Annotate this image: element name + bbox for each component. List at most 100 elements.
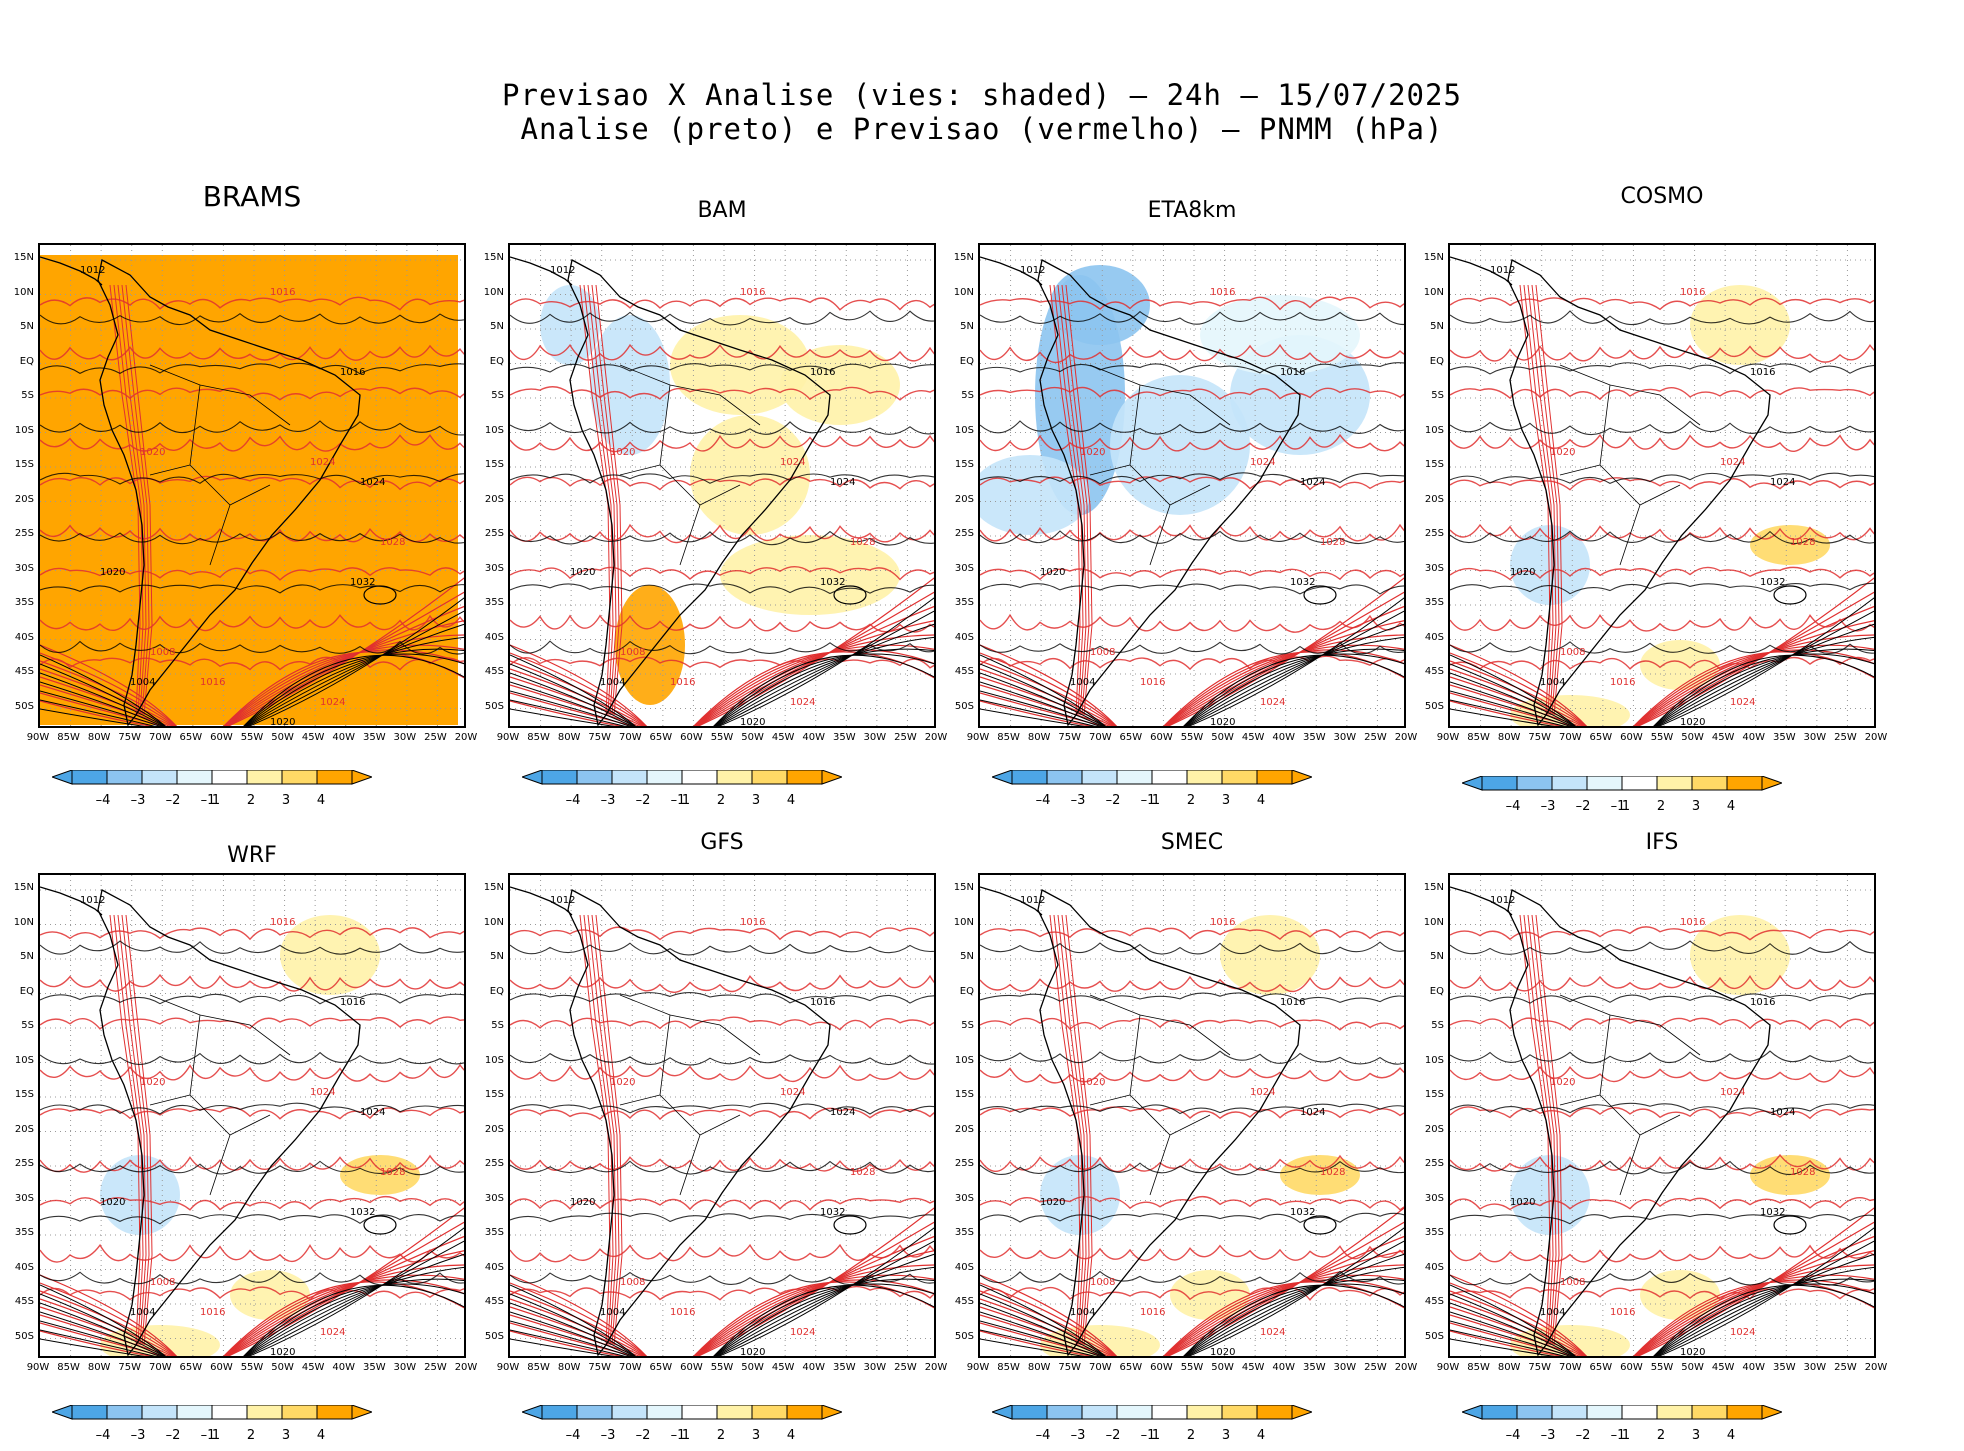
lon-label: 30W (1803, 1362, 1827, 1373)
high-pressure-closed-isobar (1773, 1215, 1807, 1235)
coastlines (980, 256, 1301, 726)
lat-label: 15S (954, 1089, 974, 1100)
lat-label: 15S (484, 459, 504, 470)
lat-label: 15S (14, 1089, 34, 1100)
lat-label: 25S (14, 528, 34, 539)
lon-label: 50W (271, 732, 294, 743)
contour-label: 1024 (1250, 1087, 1275, 1098)
colorbar-label: 2 (1657, 799, 1665, 814)
lat-label: 40S (954, 631, 974, 643)
colorbar-label: –2 (1576, 799, 1591, 814)
lat-label: 40S (484, 631, 504, 643)
lat-label: 10N (1423, 286, 1444, 298)
lon-label: 85W (527, 732, 550, 743)
colorbar-segment (176, 770, 213, 785)
lon-label: 55W (710, 1362, 734, 1373)
lon-label: 80W (1027, 1362, 1051, 1373)
contour-labels: 1012 1016 1016 1020 1024 1028 1032 1020 1008 1004… (1490, 265, 1815, 726)
colorbar-segment (1726, 776, 1763, 791)
lon-label: 85W (1467, 732, 1490, 743)
lon-label: 65W (649, 732, 673, 743)
panel-title: WRF (227, 843, 277, 868)
contour-label: 1020 (270, 717, 295, 728)
colorbar-segment (541, 1405, 578, 1420)
lon-label: 80W (1497, 732, 1521, 743)
lon-label: 70W (148, 732, 172, 743)
lon-label: 20W (454, 1362, 478, 1373)
lat-label: 20S (954, 493, 974, 505)
lon-label: 45W (301, 1362, 325, 1373)
contour-label: 1012 (1020, 265, 1045, 276)
bias-blob (690, 415, 810, 535)
contour-label: 1028 (850, 1167, 875, 1178)
colorbar-segment (71, 770, 108, 785)
lat-label: EQ (19, 985, 34, 997)
colorbar-segment (681, 1405, 718, 1420)
lon-label: 30W (1333, 1362, 1357, 1373)
colorbar-label: –3 (1071, 793, 1086, 808)
colorbar-label: 2 (1187, 793, 1195, 808)
colorbar-label: –4 (566, 793, 581, 808)
colorbar-segment (1151, 1405, 1188, 1420)
colorbar: –4 –3 –2 –11 2 3 4 (1462, 1405, 1782, 1443)
colorbar-segment (106, 770, 143, 785)
lat-label: 5S (1431, 390, 1444, 401)
forecast-isobars (1450, 284, 1874, 726)
contour-label: 1024 (1770, 1107, 1795, 1118)
colorbar-arrow-left (52, 1405, 73, 1420)
contour-label: 1024 (320, 697, 345, 708)
contour-label: 1032 (350, 1207, 375, 1218)
lat-label: 40S (484, 1261, 504, 1273)
contour-label: 1012 (550, 265, 575, 276)
forecast-isobars (510, 914, 934, 1356)
lon-label: 35W (1302, 732, 1326, 743)
contour-label: 1020 (610, 1077, 635, 1088)
contour-label: 1016 (1140, 677, 1165, 688)
lon-label: 60W (680, 732, 703, 743)
lon-label: 20W (1394, 1362, 1418, 1373)
lon-label: 90W (496, 732, 520, 743)
lon-label: 25W (894, 732, 917, 743)
lat-label: 30S (954, 1192, 974, 1204)
grid-lines (510, 875, 934, 1356)
lon-label: 50W (271, 1362, 294, 1373)
contour-label: 1012 (80, 895, 105, 906)
contour-label: 1016 (1210, 287, 1235, 298)
contour-label: 1016 (1280, 997, 1305, 1008)
contour-label: 1016 (1610, 1307, 1635, 1318)
lon-label: 40W (1742, 732, 1766, 743)
lon-label: 65W (179, 1362, 203, 1373)
lat-label: 50S (14, 700, 34, 712)
lat-label: EQ (1429, 985, 1444, 997)
colorbar-segment (1256, 770, 1293, 785)
analysis-isobars (40, 940, 464, 1356)
panel-title: COSMO (1620, 184, 1704, 209)
lat-label: 35S (14, 1227, 34, 1238)
lat-label: 25S (484, 1158, 504, 1169)
analysis-isobars (510, 942, 934, 1356)
lon-label: 40W (802, 732, 826, 743)
colorbar-segment (786, 770, 823, 785)
lat-label: 15S (14, 459, 34, 470)
lat-label: 30S (1424, 562, 1444, 574)
colorbar: –4 –3 –2 –11 2 3 4 (1462, 776, 1782, 814)
lat-label: 15N (1423, 882, 1444, 893)
lon-label: 55W (1180, 732, 1204, 743)
contour-label: 1020 (610, 447, 635, 458)
contour-labels: 1012 1016 1016 1020 1024 1028 1032 1020 1008 1004… (1020, 895, 1345, 1356)
contour-label: 1020 (740, 717, 765, 728)
colorbar-segment (1586, 1405, 1623, 1420)
colorbar-segment (611, 770, 648, 785)
contour-label: 1032 (820, 577, 845, 588)
contour-label: 1008 (1090, 1277, 1115, 1288)
lat-label: 20S (954, 1123, 974, 1135)
high-pressure-closed-isobar (1303, 1215, 1337, 1235)
colorbar-arrow-left (1462, 1405, 1483, 1420)
colorbar-arrow-right (1291, 770, 1312, 785)
lon-label: 65W (649, 1362, 673, 1373)
lon-label: 50W (1211, 1362, 1234, 1373)
lat-label: 50S (484, 1330, 504, 1342)
colorbar-arrow-left (52, 770, 73, 785)
lat-label: 35S (954, 1227, 974, 1238)
colorbar-label: –4 (1036, 793, 1051, 808)
